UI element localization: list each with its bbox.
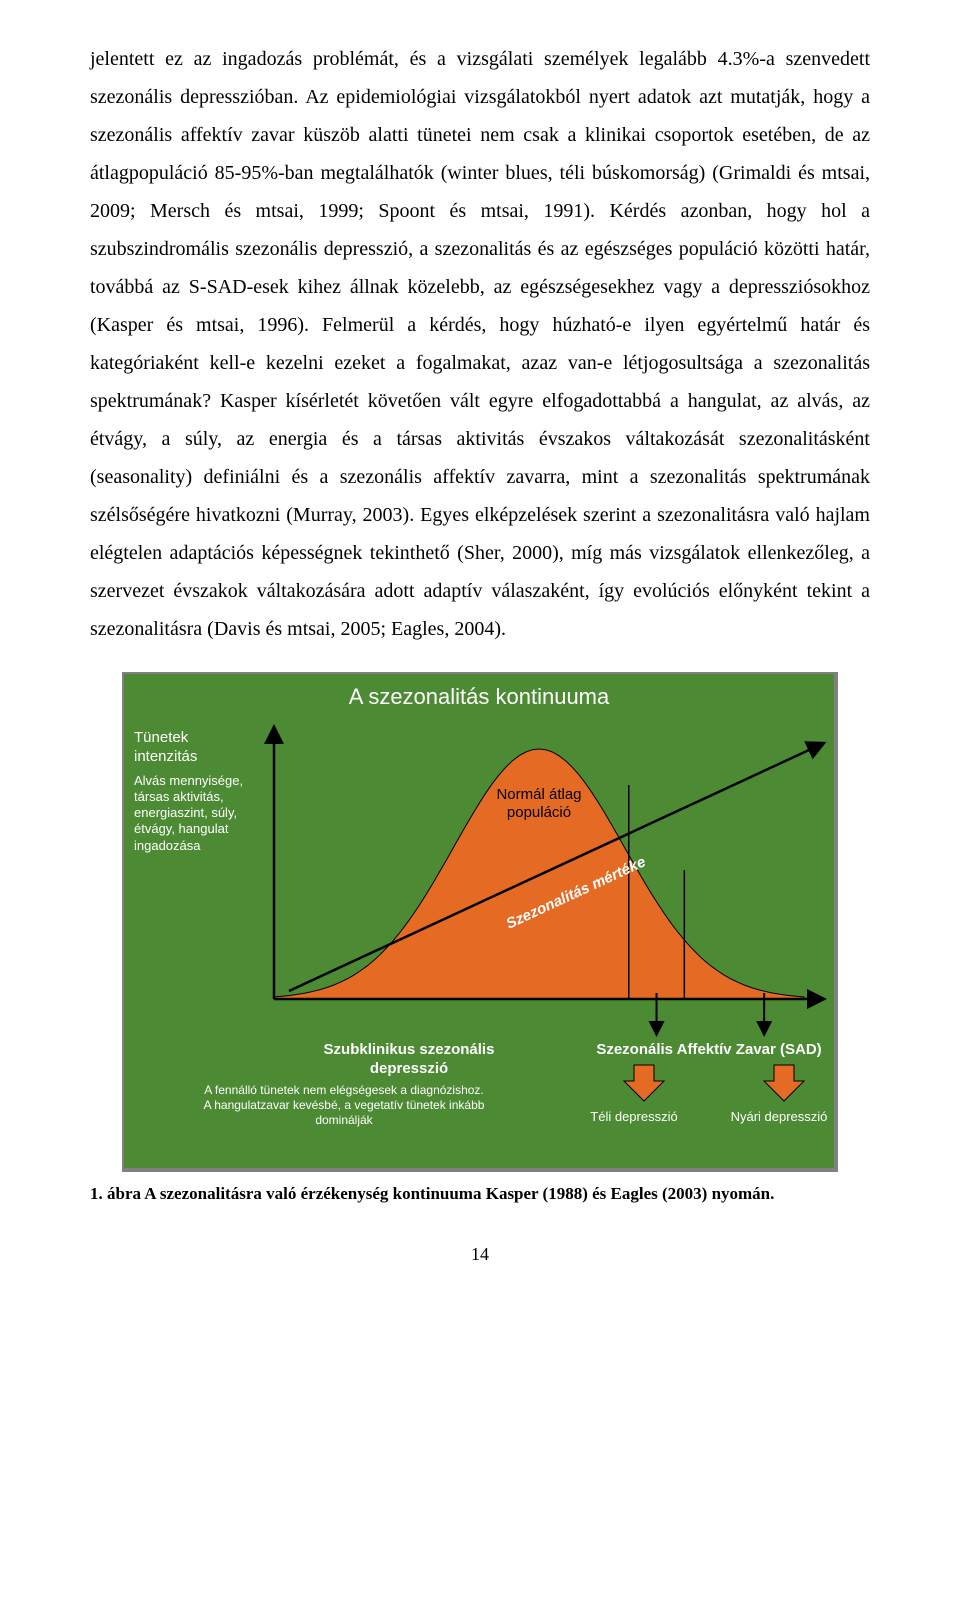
body-paragraph: jelentett ez az ingadozás problémát, és …	[90, 40, 870, 648]
figure-caption: 1. ábra A szezonalitásra való érzékenysé…	[90, 1184, 870, 1204]
subclinical-description: A fennálló tünetek nem elégségesek a dia…	[194, 1083, 494, 1128]
diagram-title: A szezonalitás kontinuuma	[124, 684, 834, 710]
sad-split-arrows	[584, 1063, 844, 1113]
chart-svg: Normál átlagpopulációSzezonalitás mérték…	[264, 729, 824, 1009]
center-population-label: Normál átlagpopuláció	[496, 786, 581, 821]
y-axis-title: Tünetek intenzitás	[134, 729, 254, 767]
winter-depression-label: Téli depresszió	[564, 1109, 704, 1125]
sad-title: Szezonális Affektív Zavar (SAD)	[584, 1041, 834, 1060]
y-axis-subtitle: Alvás mennyisége, társas aktivitás, ener…	[134, 773, 254, 854]
page-container: jelentett ez az ingadozás problémát, és …	[0, 0, 960, 1305]
y-axis-label-block: Tünetek intenzitás Alvás mennyisége, társ…	[134, 729, 254, 854]
summer-depression-label: Nyári depresszió	[704, 1109, 854, 1125]
seasonality-continuum-diagram: A szezonalitás kontinuuma Tünetek intenzi…	[122, 672, 838, 1172]
figure-wrap: A szezonalitás kontinuuma Tünetek intenzi…	[90, 672, 870, 1172]
subclinical-title: Szubklinikus szezonális depresszió	[304, 1041, 514, 1079]
page-number: 14	[90, 1244, 870, 1265]
